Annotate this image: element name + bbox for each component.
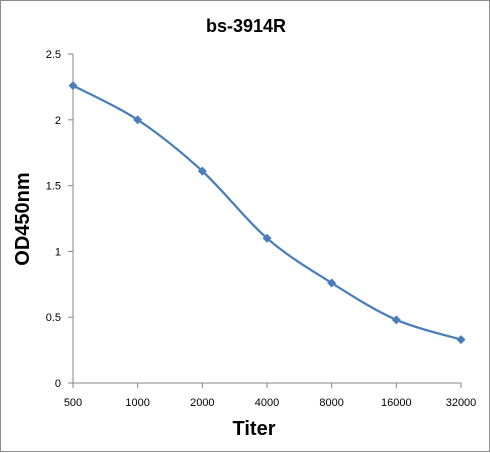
data-point-marker [133, 115, 143, 125]
x-tick-label: 32000 [446, 397, 477, 409]
series-line [72, 84, 462, 341]
data-point-marker [391, 315, 401, 325]
y-tick-label: 0 [55, 378, 61, 390]
x-tick-label: 1000 [125, 397, 149, 409]
x-tick-label: 16000 [381, 397, 412, 409]
x-tick-label: 500 [64, 397, 82, 409]
data-point-marker [68, 81, 78, 91]
y-tick-label: 1.5 [46, 181, 61, 193]
chart-title: bs-3914R [206, 16, 286, 36]
series-layer [72, 84, 462, 341]
data-point-marker [327, 278, 337, 288]
data-point-marker [262, 233, 272, 243]
data-point-marker [456, 335, 466, 345]
x-tick-label: 8000 [319, 397, 343, 409]
x-axis-ticks: 500 1000 2000 4000 8000 16000 32000 [64, 383, 476, 409]
x-tick-label: 2000 [190, 397, 214, 409]
y-tick-label: 2.5 [46, 49, 61, 61]
marker-layer [68, 81, 466, 345]
y-tick-label: 2 [55, 115, 61, 127]
y-tick-label: 0.5 [46, 312, 61, 324]
y-axis-title: OD450nm [12, 172, 34, 265]
data-point-marker [197, 166, 207, 176]
y-tick-label: 1 [55, 246, 61, 258]
x-tick-label: 4000 [255, 397, 279, 409]
x-axis-title: Titer [233, 418, 276, 440]
y-axis-ticks: 0 0.5 1 1.5 2 2.5 [46, 49, 73, 390]
